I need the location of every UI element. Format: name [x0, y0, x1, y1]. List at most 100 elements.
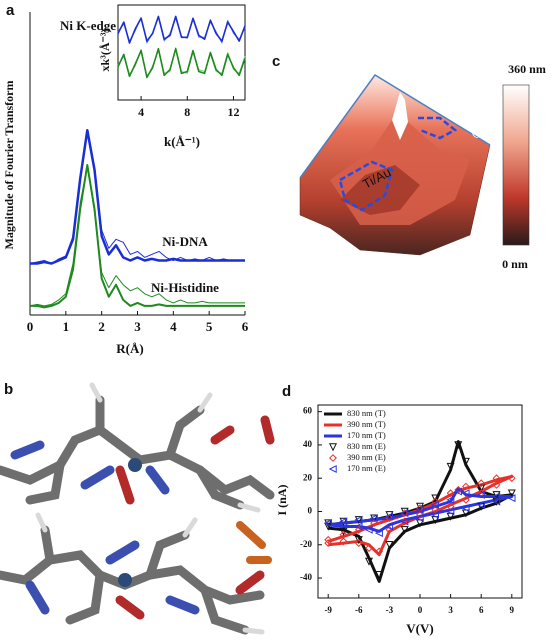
data-point [339, 537, 348, 546]
data-point [415, 514, 424, 523]
data-point [415, 505, 424, 514]
afm-axis-label: 4 [332, 106, 343, 117]
panel-label: b [4, 381, 13, 398]
data-point [430, 510, 439, 519]
x-tick-label: 3 [134, 319, 141, 334]
y-tick-label: -40 [300, 572, 312, 582]
data-point [492, 497, 501, 506]
y-axis-label: Magnitude of Fourier Transform [2, 81, 16, 250]
x-tick-label: -3 [386, 605, 394, 615]
panel-label: c [272, 53, 280, 70]
y-tick-label: -20 [300, 539, 312, 549]
data-line [117, 47, 246, 78]
data-point [492, 491, 501, 500]
data-point [370, 514, 379, 523]
data-point [461, 482, 470, 491]
data-point [416, 510, 424, 519]
plot: -9 -6 -3 0 3 6 9 -40 -20 0 20 40 60 V(V) I (nA) 830 nm … [275, 404, 523, 636]
x-tick-label: 9 [510, 605, 515, 615]
x-tick-label: 6 [479, 605, 484, 615]
data-point [375, 547, 384, 556]
data-point [461, 495, 470, 504]
data-point [324, 535, 333, 544]
data-point [430, 500, 439, 509]
annotation: Ni-Histidine [151, 280, 219, 295]
data-line [29, 132, 245, 264]
y-tick-label: 20 [303, 472, 313, 482]
data-point [354, 522, 363, 531]
legend-label: 830 nm (T) [347, 408, 386, 418]
x-tick-label: -9 [324, 605, 332, 615]
y-axis-label: I (nA) [275, 484, 289, 515]
x-tick-label: 0 [27, 319, 34, 334]
data-point [507, 474, 516, 483]
data-point [365, 544, 373, 552]
y-tick-label: 60 [303, 406, 313, 416]
afm-image: Ti/Au 360 nm 0 nm [299, 62, 546, 271]
data-point [339, 520, 348, 529]
plot-frame [117, 4, 246, 101]
data-point [400, 526, 409, 535]
x-axis-label: R(Å) [116, 341, 143, 356]
data-point [461, 457, 470, 466]
y-tick-label: 40 [303, 439, 313, 449]
x-tick-label: 4 [138, 105, 144, 119]
data-point [492, 492, 501, 501]
data-point [446, 507, 455, 516]
molecule-render [0, 382, 275, 635]
afm-axis-label: (µm) [469, 119, 489, 139]
annotation: Ni-DNA [162, 234, 208, 249]
data-point [385, 512, 394, 521]
data-point [461, 504, 470, 513]
panel-label: d [282, 383, 291, 400]
data-point [364, 557, 374, 566]
data-point [446, 495, 455, 504]
data-point [374, 529, 383, 538]
x-tick-label: -6 [355, 605, 363, 615]
colorbar-min: 0 nm [502, 257, 528, 271]
data-point [400, 509, 409, 518]
data-point [324, 539, 333, 548]
data-point [339, 517, 348, 526]
data-point [507, 489, 516, 498]
data-point [454, 441, 463, 450]
data-point [370, 519, 379, 528]
legend-label: 830 nm (E) [347, 441, 386, 451]
x-tick-label: 0 [418, 605, 423, 615]
data-point [431, 494, 440, 503]
data-point [323, 519, 332, 528]
legend-label: 170 nm (E) [347, 463, 386, 473]
data-point [364, 525, 373, 534]
data-line [30, 128, 245, 265]
data-point [324, 522, 333, 531]
colorbar-max: 360 nm [508, 62, 546, 76]
data-point [446, 489, 455, 498]
data-line [117, 15, 246, 44]
x-tick-label: 8 [184, 105, 190, 119]
data-point [354, 536, 363, 545]
x-tick-label: 6 [242, 319, 249, 334]
data-point [431, 497, 440, 506]
legend-label: 390 nm (T) [347, 419, 386, 429]
y-tick-label: 0 [308, 506, 313, 516]
afm-axis-label: 0 [290, 162, 301, 173]
data-point [385, 511, 394, 520]
x-axis-label: V(V) [406, 621, 433, 636]
data-point [476, 500, 485, 509]
panel-label: a [6, 2, 15, 19]
data-point [453, 487, 462, 496]
data-point [461, 489, 470, 498]
afm-axis-label: 4 [450, 109, 461, 120]
legend-marker [329, 454, 337, 462]
x-tick-label: 5 [206, 319, 213, 334]
data-point [477, 484, 486, 493]
data-point [477, 479, 486, 488]
data-point [400, 517, 409, 526]
data-line [30, 164, 245, 309]
plot: 4 8 12 k(Å⁻¹) xk³(Å⁻³) [98, 4, 246, 149]
x-tick-label: 4 [170, 319, 177, 334]
x-tick-label: 2 [98, 319, 105, 334]
x-axis-label: k(Å⁻¹) [164, 134, 200, 149]
